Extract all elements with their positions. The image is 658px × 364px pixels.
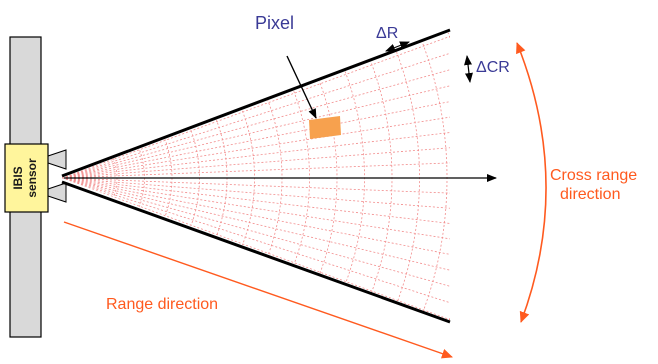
pixel-cell bbox=[309, 116, 341, 139]
antenna-bottom-icon bbox=[47, 182, 67, 203]
cross-range-label-line2: direction bbox=[560, 186, 620, 203]
delta-r-label: ΔR bbox=[376, 25, 398, 42]
grid-ray bbox=[62, 160, 450, 179]
grid-ray bbox=[62, 142, 450, 179]
delta-cr-label: ΔCR bbox=[476, 59, 510, 76]
grid-ray bbox=[62, 177, 450, 214]
grid-ray bbox=[62, 107, 450, 179]
range-direction-arrow bbox=[63, 221, 453, 359]
grid-ray bbox=[62, 56, 450, 179]
grid-ray bbox=[62, 39, 450, 179]
delta-cr-arrow bbox=[464, 55, 473, 83]
grid-ray bbox=[62, 73, 450, 179]
grid-ray bbox=[62, 177, 450, 283]
ibis-sensor-box bbox=[4, 143, 49, 213]
sensor-label-sensor: sensor bbox=[25, 158, 39, 198]
grid-ray bbox=[62, 32, 450, 179]
beam-lower-edge bbox=[61, 180, 451, 324]
pixel-label: Pixel bbox=[255, 13, 294, 33]
cross-range-label-line1: Cross range bbox=[550, 167, 637, 184]
beam-upper-edge bbox=[61, 28, 451, 178]
cross-range-arc-arrow bbox=[516, 42, 547, 323]
grid-ray bbox=[62, 177, 450, 196]
sensor-label-ibis: IBIS bbox=[11, 166, 25, 189]
grid-ray bbox=[62, 177, 450, 300]
delta-r-arrow bbox=[385, 41, 410, 52]
antenna-top-icon bbox=[47, 149, 67, 170]
grid-ray bbox=[62, 177, 450, 322]
range-direction-label: Range direction bbox=[106, 296, 218, 313]
grid-ray bbox=[62, 125, 450, 179]
grid-ray bbox=[62, 177, 450, 266]
grid-ray bbox=[62, 177, 450, 317]
pixel-pointer-arrow bbox=[286, 55, 317, 119]
grid-ray bbox=[62, 177, 450, 249]
grid-ray bbox=[62, 177, 450, 231]
grid-ray bbox=[62, 90, 450, 179]
